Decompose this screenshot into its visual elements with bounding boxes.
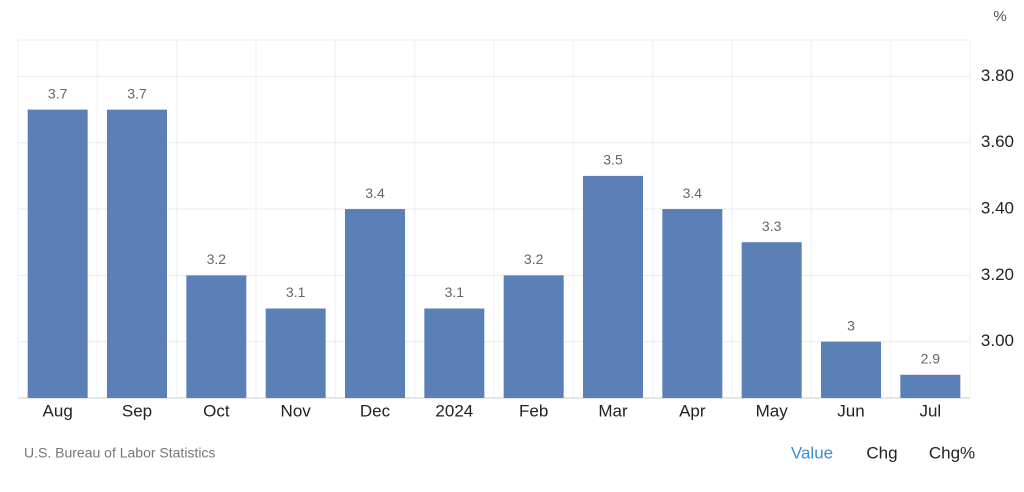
bar xyxy=(741,242,802,398)
source: U.S. Bureau of Labor Statistics xyxy=(24,445,215,461)
bar xyxy=(424,308,485,398)
value-label: 2.9 xyxy=(921,350,941,366)
value-label: 3.1 xyxy=(445,284,465,300)
x-tick-label: Oct xyxy=(203,401,230,420)
bar xyxy=(265,308,326,398)
control-button[interactable]: Chg% xyxy=(929,443,975,462)
value-label: 3.2 xyxy=(207,251,227,267)
x-tick-label: Dec xyxy=(360,401,391,420)
bar xyxy=(583,175,643,398)
value-label: 3.1 xyxy=(286,284,306,300)
bar xyxy=(186,275,247,398)
bar xyxy=(900,374,961,398)
bar xyxy=(662,209,723,398)
bar xyxy=(27,109,88,398)
y-tick-label: 3.00 xyxy=(981,331,1014,350)
bar xyxy=(503,275,564,398)
x-tick-label: Apr xyxy=(679,401,706,420)
value-label: 3.7 xyxy=(48,85,68,101)
value-label: 3.3 xyxy=(762,218,782,234)
value-label: 3.4 xyxy=(365,185,385,201)
y-tick-label: 3.80 xyxy=(981,66,1014,85)
value-label: 3.2 xyxy=(524,251,544,267)
x-tick-label: Aug xyxy=(43,401,73,420)
x-tick-label: Sep xyxy=(122,401,152,420)
y-tick-label: 3.40 xyxy=(981,199,1014,218)
x-tick-label: Mar xyxy=(598,401,628,420)
value-label: 3.7 xyxy=(127,85,147,101)
x-tick-label: 2024 xyxy=(435,401,473,420)
x-tick-label: Feb xyxy=(519,401,548,420)
y-tick-label: 3.20 xyxy=(981,265,1014,284)
control-button[interactable]: Chg xyxy=(866,443,897,462)
x-tick-label: May xyxy=(756,401,789,420)
x-tick-label: Jul xyxy=(919,401,941,420)
bar xyxy=(107,109,167,398)
bar xyxy=(821,341,881,398)
y-tick-label: 3.60 xyxy=(981,132,1014,151)
bar xyxy=(345,209,405,398)
value-label: 3 xyxy=(847,317,855,333)
value-label: 3.5 xyxy=(603,152,623,168)
x-tick-label: Nov xyxy=(281,401,312,420)
unit-label: % xyxy=(993,8,1006,25)
control-button[interactable]: Value xyxy=(791,443,833,462)
value-label: 3.4 xyxy=(683,185,703,201)
x-tick-label: Jun xyxy=(837,401,864,420)
